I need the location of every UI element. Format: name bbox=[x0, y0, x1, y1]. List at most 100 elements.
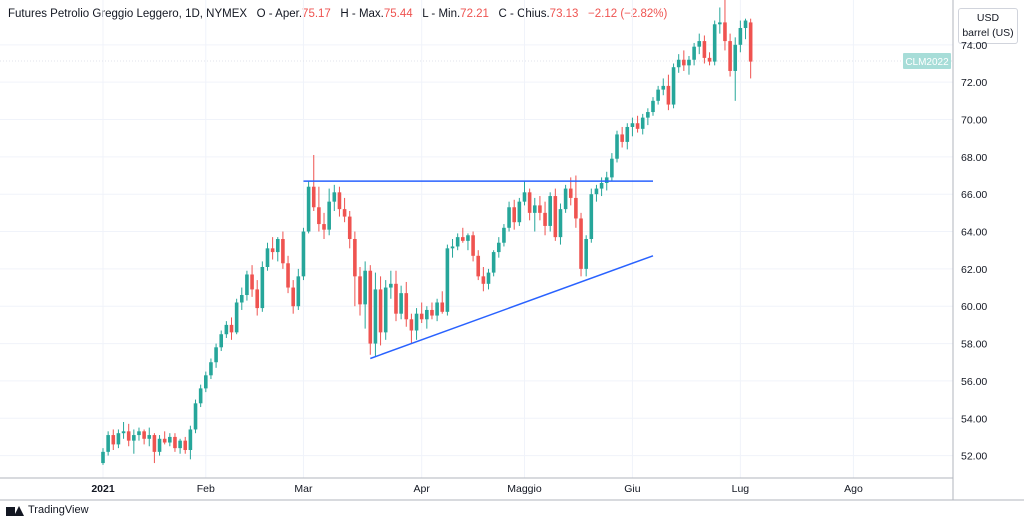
candle-body bbox=[543, 212, 547, 226]
y-tick-label: 72.00 bbox=[961, 77, 987, 89]
candle-body bbox=[239, 295, 244, 303]
candle-body bbox=[414, 313, 419, 331]
candle-body bbox=[466, 235, 470, 241]
candle-body bbox=[137, 431, 141, 436]
x-tick-label: Maggio bbox=[507, 483, 542, 495]
candle-body bbox=[198, 388, 203, 404]
candle-body bbox=[157, 438, 162, 452]
candle-body bbox=[250, 274, 254, 290]
change-value: −2.12 (−2.82%) bbox=[588, 8, 668, 20]
high-value: 75.44 bbox=[383, 8, 413, 20]
y-tick-label: 56.00 bbox=[961, 376, 987, 388]
candle-body bbox=[481, 276, 486, 284]
y-tick-label: 60.00 bbox=[961, 301, 987, 313]
candle-body bbox=[193, 403, 198, 430]
candle-body bbox=[491, 252, 496, 273]
candle-body bbox=[219, 334, 224, 348]
candle-body bbox=[574, 197, 578, 219]
candle-body bbox=[234, 302, 239, 333]
candle-body bbox=[106, 435, 110, 452]
y-tick-label: 64.00 bbox=[961, 227, 987, 239]
candle-body bbox=[553, 196, 558, 238]
candle-body bbox=[445, 248, 450, 312]
candle-body bbox=[296, 276, 301, 307]
candle-body bbox=[301, 231, 306, 277]
y-tick-label: 62.00 bbox=[961, 264, 987, 276]
candle-body bbox=[255, 289, 260, 309]
y-tick-label: 52.00 bbox=[961, 451, 987, 463]
candle-body bbox=[635, 123, 640, 129]
candle-body bbox=[697, 41, 702, 47]
candle-body bbox=[486, 272, 491, 284]
candle-body bbox=[204, 375, 208, 389]
candle-body bbox=[353, 239, 357, 277]
candle-body bbox=[692, 46, 696, 60]
candle-body bbox=[599, 182, 604, 189]
candle-body bbox=[538, 205, 542, 213]
candle-body bbox=[342, 209, 347, 217]
candle-body bbox=[604, 177, 609, 183]
candle-body bbox=[748, 22, 753, 62]
candle-body bbox=[224, 324, 229, 335]
candle-body bbox=[389, 283, 393, 288]
candle-body bbox=[409, 319, 414, 331]
candle-body bbox=[378, 289, 383, 333]
candle-body bbox=[743, 20, 748, 29]
candle-body bbox=[363, 270, 367, 305]
candle-body bbox=[558, 209, 563, 238]
candle-body bbox=[671, 67, 676, 105]
x-tick-label: Giu bbox=[624, 483, 641, 495]
candle-body bbox=[532, 205, 537, 213]
candle-body bbox=[265, 248, 270, 268]
candle-body bbox=[183, 440, 188, 450]
candle-body bbox=[646, 112, 650, 118]
candle-body bbox=[640, 117, 645, 129]
candle-body bbox=[682, 59, 686, 66]
candle-body bbox=[723, 22, 727, 42]
candle-body bbox=[116, 433, 121, 445]
candle-body bbox=[286, 263, 290, 288]
candle-body bbox=[718, 22, 722, 25]
candle-body bbox=[111, 435, 116, 445]
measure-label: barrel (US) bbox=[962, 27, 1014, 39]
candle-body bbox=[625, 126, 630, 142]
candle-body bbox=[512, 207, 517, 223]
candle-body bbox=[728, 41, 732, 71]
candle-body bbox=[440, 302, 445, 312]
candle-body bbox=[496, 242, 501, 253]
candle-body bbox=[332, 192, 337, 202]
candle-body bbox=[676, 59, 681, 68]
candle-body bbox=[419, 313, 424, 320]
candle-body bbox=[358, 276, 362, 305]
candle-body bbox=[399, 293, 403, 314]
candle-body bbox=[306, 186, 311, 232]
candle-body bbox=[373, 289, 378, 344]
candle-body bbox=[425, 309, 429, 320]
currency-label: USD bbox=[976, 12, 1000, 24]
candle-body bbox=[152, 435, 157, 452]
candle-body bbox=[471, 235, 475, 256]
x-tick-label: Lug bbox=[732, 483, 750, 495]
candle-body bbox=[311, 186, 316, 208]
footer: TradingView bbox=[6, 504, 89, 516]
y-tick-label: 58.00 bbox=[961, 339, 987, 351]
close-value: 73.13 bbox=[549, 8, 579, 20]
candle-body bbox=[502, 227, 506, 243]
candle-body bbox=[132, 435, 136, 441]
unit-selector[interactable]: USD barrel (US) bbox=[958, 8, 1018, 44]
open-value: 75.17 bbox=[302, 8, 331, 20]
candle-body bbox=[178, 440, 182, 449]
candle-body bbox=[322, 224, 326, 230]
high-label: H - Max. bbox=[340, 8, 384, 20]
candle-body bbox=[707, 57, 712, 62]
candle-body bbox=[121, 431, 126, 434]
chart-header: Futures Petrolio Greggio Leggero, 1D, NY… bbox=[8, 8, 667, 20]
symbol-name: Futures Petrolio Greggio Leggero, 1D, NY… bbox=[8, 8, 248, 20]
candle-body bbox=[579, 218, 583, 269]
candle-body bbox=[394, 283, 398, 314]
candle-body bbox=[126, 431, 131, 441]
candle-body bbox=[347, 216, 352, 239]
candle-body bbox=[327, 201, 331, 230]
candle-body bbox=[594, 188, 599, 195]
